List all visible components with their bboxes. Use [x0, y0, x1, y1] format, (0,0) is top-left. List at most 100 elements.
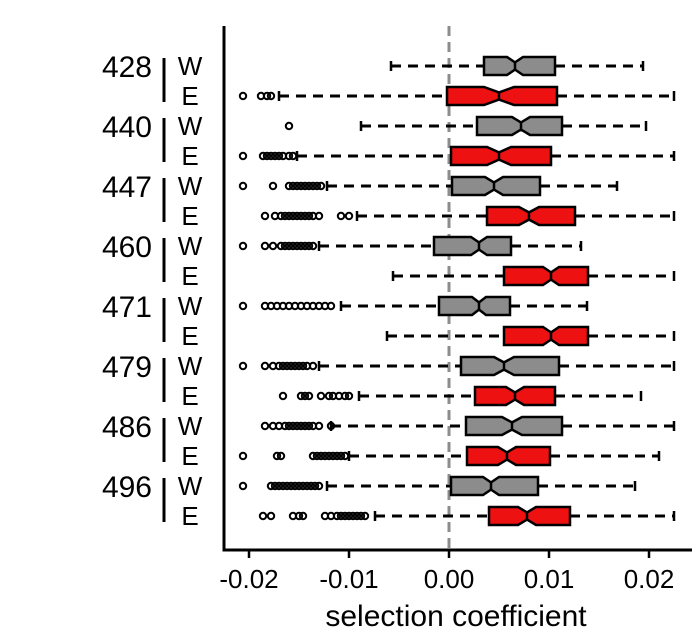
outlier-point	[304, 421, 314, 431]
outlier-point	[326, 301, 336, 311]
outlier-point	[276, 451, 286, 461]
row-label-W: W	[178, 411, 203, 441]
box-body	[482, 55, 557, 77]
group-label-486: 486	[102, 411, 152, 444]
outlier-point	[302, 481, 312, 491]
outlier-point	[292, 181, 302, 191]
outlier-point	[238, 301, 248, 311]
outlier-point	[324, 451, 334, 461]
x-axis: -0.02 -0.01 0.00 0.01 0.02	[219, 26, 692, 594]
outlier-point	[278, 361, 288, 371]
outlier-point	[304, 391, 314, 401]
row-label-W: W	[178, 471, 203, 501]
outlier-point	[262, 91, 272, 101]
outlier-point	[238, 241, 248, 251]
outlier-point	[266, 151, 276, 161]
outlier-point	[296, 181, 306, 191]
outlier-point	[288, 241, 298, 251]
box-447-E	[260, 205, 676, 227]
outlier-point	[266, 91, 276, 101]
outlier-point	[332, 511, 342, 521]
outlier-point	[282, 361, 292, 371]
outlier-point	[270, 481, 280, 491]
outlier-point	[296, 241, 306, 251]
outlier-point	[316, 451, 326, 461]
outlier-point	[260, 421, 270, 431]
box-body	[465, 445, 552, 467]
outlier-point	[344, 211, 354, 221]
row-label-W: W	[178, 291, 203, 321]
outlier-point	[284, 211, 294, 221]
group-label-471: 471	[102, 291, 152, 324]
outlier-point	[276, 241, 286, 251]
outlier-point	[308, 451, 318, 461]
outlier-point	[316, 181, 326, 191]
outlier-point	[312, 181, 322, 191]
box-428-W	[389, 55, 645, 77]
outlier-point	[276, 211, 286, 221]
outlier-point	[282, 481, 292, 491]
outlier-point	[284, 181, 294, 191]
row-label-W: W	[178, 111, 203, 141]
outlier-point	[292, 421, 302, 431]
box-440-E	[238, 145, 676, 167]
outlier-point	[306, 481, 316, 491]
plot-area	[238, 26, 676, 550]
outlier-point	[296, 211, 306, 221]
box-body	[445, 85, 559, 107]
outlier-point	[308, 361, 318, 371]
outlier-point	[340, 451, 350, 461]
outlier-point	[238, 181, 248, 191]
outlier-point	[274, 151, 284, 161]
outlier-point	[308, 181, 318, 191]
outlier-point	[280, 421, 290, 431]
group-label-496: 496	[102, 471, 152, 504]
outlier-point	[336, 511, 346, 521]
box-body	[450, 175, 542, 197]
outlier-point	[286, 361, 296, 371]
outlier-point	[272, 451, 282, 461]
outlier-point	[260, 361, 270, 371]
outlier-point	[288, 421, 298, 431]
outlier-point	[258, 151, 268, 161]
outlier-point	[320, 451, 330, 461]
outlier-point	[340, 511, 350, 521]
outlier-point	[316, 391, 326, 401]
box-460-W	[238, 235, 583, 257]
outlier-point	[348, 511, 358, 521]
outlier-point	[266, 481, 276, 491]
outlier-point	[288, 151, 298, 161]
outlier-point	[300, 421, 310, 431]
x-tick-label: -0.02	[219, 564, 278, 594]
outlier-point	[238, 91, 248, 101]
outlier-point	[268, 181, 278, 191]
outlier-point	[304, 211, 314, 221]
outlier-point	[260, 241, 270, 251]
outlier-point	[298, 361, 308, 371]
box-body	[459, 355, 561, 377]
outlier-point	[238, 451, 248, 461]
outlier-point	[312, 451, 322, 461]
box-479-E	[278, 385, 643, 407]
box-body	[437, 295, 512, 317]
outlier-point	[360, 511, 370, 521]
outlier-point	[238, 481, 248, 491]
box-body	[449, 475, 540, 497]
outlier-point	[298, 481, 308, 491]
outlier-point	[328, 451, 338, 461]
box-479-W	[238, 355, 676, 377]
row-label-W: W	[178, 51, 203, 81]
box-body	[449, 145, 553, 167]
outlier-point	[266, 511, 276, 521]
group-label-479: 479	[102, 351, 152, 384]
outlier-point	[324, 391, 334, 401]
outlier-point	[326, 421, 336, 431]
group-label-428: 428	[102, 51, 152, 84]
outlier-point	[238, 361, 248, 371]
x-axis-title: selection coefficient	[325, 600, 587, 633]
outlier-point	[274, 361, 284, 371]
outlier-point	[300, 211, 310, 221]
outlier-point	[292, 241, 302, 251]
row-label-W: W	[178, 231, 203, 261]
